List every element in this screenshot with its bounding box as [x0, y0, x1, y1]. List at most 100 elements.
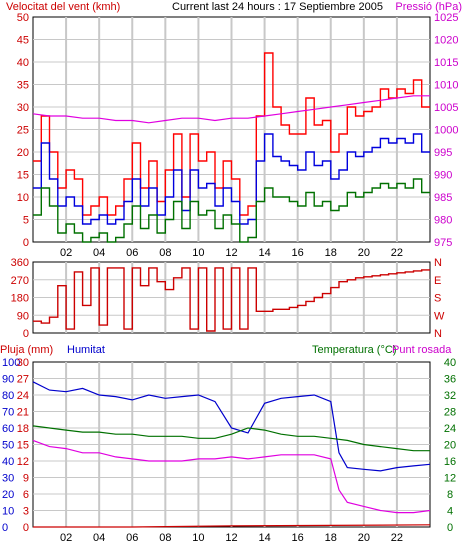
- wind-y-tick-label: 40: [17, 57, 29, 69]
- humidity-y-tick-label: 70: [2, 407, 14, 419]
- pressure-y-tick-label: 985: [434, 192, 452, 204]
- rain-axis-title: Pluja (mm): [0, 344, 53, 356]
- rht-panel-x-tick-label: 04: [93, 532, 105, 544]
- rain-y-tick-label: 18: [17, 423, 29, 435]
- dewpoint-series-line: [32, 439, 431, 514]
- wind-y-tick-label: 10: [17, 192, 29, 204]
- rht-panel-x-tick-label: 02: [60, 532, 72, 544]
- temperature-y-tick-label: 4: [447, 506, 453, 518]
- wind-panel-x-tick-label: 06: [126, 247, 138, 259]
- pressure-y-tick-label: 1020: [434, 35, 458, 47]
- temperature-y-tick-label: 32: [444, 390, 456, 402]
- humidity-y-tick-label: 10: [2, 506, 14, 518]
- rain-series-line: [33, 524, 431, 528]
- temperature-y-tick-label: 20: [444, 440, 456, 452]
- wind-panel-x-tick-label: 10: [192, 247, 204, 259]
- wind-panel-x-tick-label: 20: [358, 247, 370, 259]
- wind-series-average-line: [33, 133, 430, 225]
- pressure-y-tick-label: 980: [434, 215, 452, 227]
- rain-y-tick-label: 9: [23, 473, 29, 485]
- pressure-axis-title: Pressió (hPa): [395, 1, 462, 13]
- pressure-y-tick-label: 1015: [434, 57, 458, 69]
- wind-y-tick-label: 35: [17, 80, 29, 92]
- temperature-series-line: [32, 425, 430, 452]
- chart-subtitle: Current last 24 hours : 17 Septiembre 20…: [172, 1, 383, 13]
- rht-panel-x-tick-label: 22: [391, 532, 403, 544]
- pressure-y-tick-label: 1005: [434, 102, 458, 114]
- humidity-y-tick-label: 60: [2, 423, 14, 435]
- compass-y-tick-label: S: [434, 293, 441, 305]
- direction-y-tick-label: 0: [23, 328, 29, 340]
- humidity-y-tick-label: 20: [2, 489, 14, 501]
- wind-panel-x-tick-label: 22: [391, 247, 403, 259]
- temperature-y-tick-label: 0: [447, 522, 453, 534]
- temperature-y-tick-label: 28: [444, 407, 456, 419]
- rain-humidity-temperature-panel: 0102030405060708090100036912151821242730…: [2, 357, 456, 544]
- wind-y-tick-label: 0: [23, 237, 29, 249]
- compass-y-tick-label: N: [434, 257, 442, 269]
- wind-pressure-panel: 0510152025303540455097598098599099510001…: [17, 12, 459, 259]
- rain-y-tick-label: 12: [17, 456, 29, 468]
- wind-series-minimum-line: [33, 178, 430, 243]
- pressure-series-line: [32, 95, 430, 124]
- humidity-axis-title: Humitat: [67, 344, 105, 356]
- direction-y-tick-label: 90: [17, 310, 29, 322]
- rht-panel-x-tick-label: 06: [126, 532, 138, 544]
- rain-y-tick-label: 27: [17, 374, 29, 386]
- rht-panel-x-tick-label: 14: [258, 532, 270, 544]
- compass-y-tick-label: E: [434, 275, 441, 287]
- wind-y-tick-label: 25: [17, 125, 29, 137]
- humidity-y-tick-label: 50: [2, 440, 14, 452]
- rht-panel-x-tick-label: 16: [292, 532, 304, 544]
- wind-y-tick-label: 20: [17, 147, 29, 159]
- rht-panel-x-tick-label: 20: [358, 532, 370, 544]
- rain-y-tick-label: 30: [17, 357, 29, 369]
- rht-panel-x-tick-label: 10: [192, 532, 204, 544]
- temperature-y-tick-label: 36: [444, 374, 456, 386]
- pressure-y-tick-label: 990: [434, 170, 452, 182]
- humidity-y-tick-label: 30: [2, 473, 14, 485]
- wind-panel-x-tick-label: 18: [325, 247, 337, 259]
- rain-y-tick-label: 0: [23, 522, 29, 534]
- wind-panel-x-tick-label: 16: [292, 247, 304, 259]
- pressure-y-tick-label: 975: [434, 237, 452, 249]
- rain-y-tick-label: 15: [17, 440, 29, 452]
- compass-y-tick-label: N: [434, 328, 442, 340]
- humidity-y-tick-label: 90: [2, 374, 14, 386]
- rain-y-tick-label: 3: [23, 506, 29, 518]
- temperature-y-tick-label: 24: [444, 423, 456, 435]
- wind-y-tick-label: 30: [17, 102, 29, 114]
- temperature-y-tick-label: 8: [447, 489, 453, 501]
- humidity-y-tick-label: 40: [2, 456, 14, 468]
- rain-y-tick-label: 24: [17, 390, 29, 402]
- wind-axis-title: Velocitat del vent (kmh): [6, 1, 120, 13]
- wind-series-gust-line: [33, 52, 430, 216]
- pressure-y-tick-label: 1025: [434, 12, 458, 24]
- wind-y-tick-label: 15: [17, 170, 29, 182]
- wind-panel-x-tick-label: 02: [60, 247, 72, 259]
- humidity-y-tick-label: 100: [2, 357, 20, 369]
- temperature-y-tick-label: 40: [444, 357, 456, 369]
- wind-y-tick-label: 50: [17, 12, 29, 24]
- direction-y-tick-label: 270: [11, 275, 29, 287]
- wind-panel-x-tick-label: 08: [159, 247, 171, 259]
- direction-y-tick-label: 360: [11, 257, 29, 269]
- wind-y-tick-label: 45: [17, 35, 29, 47]
- humidity-series-line: [32, 381, 431, 472]
- pressure-y-tick-label: 1000: [434, 125, 458, 137]
- pressure-y-tick-label: 995: [434, 147, 452, 159]
- pressure-y-tick-label: 1010: [434, 80, 458, 92]
- compass-y-tick-label: W: [434, 310, 445, 322]
- humidity-y-tick-label: 0: [2, 522, 8, 534]
- humidity-y-tick-label: 80: [2, 390, 14, 402]
- rain-y-tick-label: 6: [23, 489, 29, 501]
- dewpoint-axis-title: Punt rosada: [392, 344, 452, 356]
- temperature-y-tick-label: 12: [444, 473, 456, 485]
- wind-panel-x-tick-label: 12: [225, 247, 237, 259]
- wind-y-tick-label: 5: [23, 215, 29, 227]
- direction-y-tick-label: 180: [11, 293, 29, 305]
- temperature-y-tick-label: 16: [444, 456, 456, 468]
